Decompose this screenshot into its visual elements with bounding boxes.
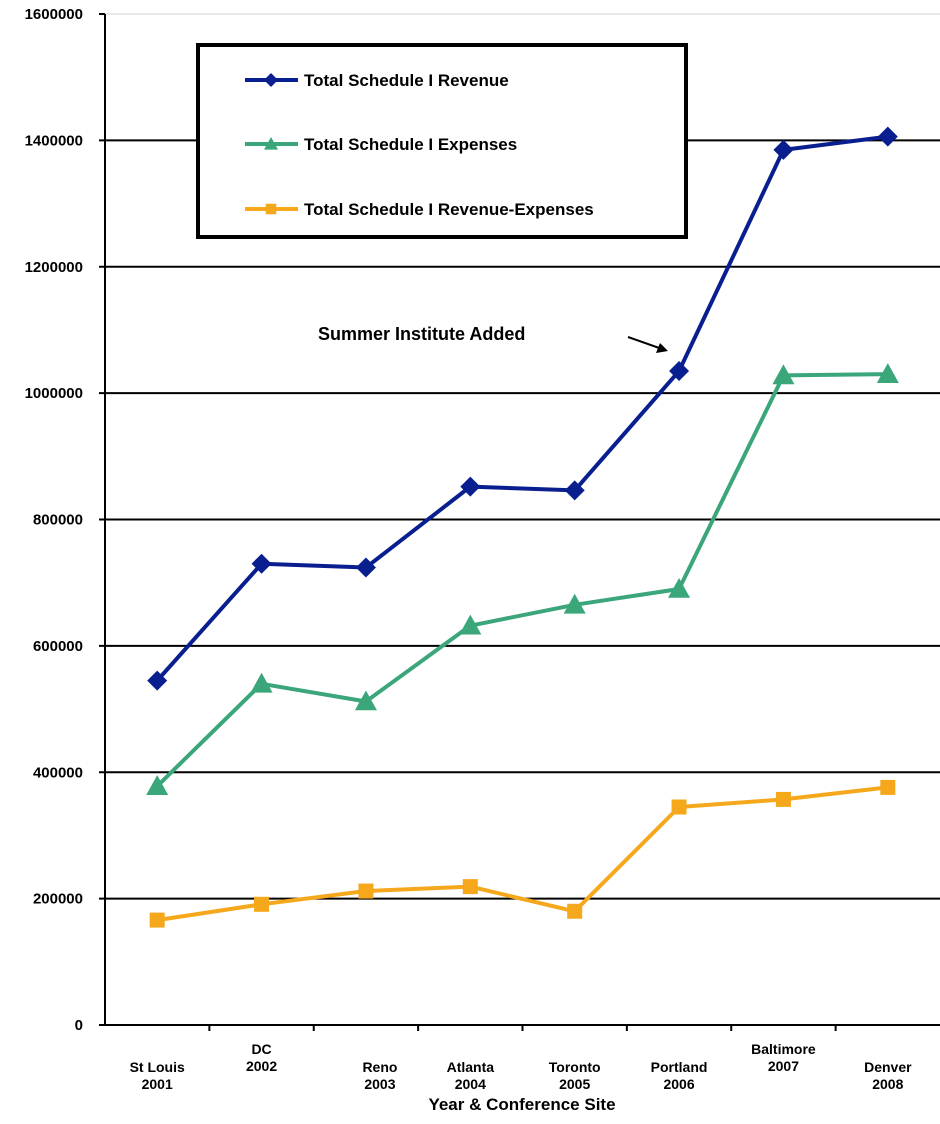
- series-3-point: [462, 879, 478, 895]
- series-3-point: [358, 883, 374, 899]
- legend-label-3: Total Schedule I Revenue-Expenses: [304, 200, 594, 219]
- series-2-point: [772, 364, 795, 385]
- y-tick-label: 200000: [33, 891, 83, 908]
- series-1-point: [564, 480, 585, 501]
- axis-labels: 0 200000 400000 600000 800000 1000000 1200000 1…: [25, 6, 913, 1092]
- legend-box: [196, 43, 688, 239]
- series-3-point: [880, 779, 896, 795]
- series-3-point: [567, 903, 583, 919]
- series-1-point: [147, 670, 168, 691]
- legend-label-2: Total Schedule I Expenses: [304, 135, 517, 154]
- legend-marker-1: [264, 73, 278, 87]
- series-3-point: [775, 791, 791, 807]
- x-category-label: St Louis 2001: [130, 1059, 185, 1092]
- y-tick-label: 1600000: [25, 6, 83, 23]
- series-lines: [155, 134, 889, 923]
- x-category-label: Toronto 2005: [549, 1059, 601, 1092]
- series-2-point: [563, 593, 586, 614]
- series-line-3: [156, 785, 889, 923]
- y-tick-label: 1200000: [25, 259, 83, 276]
- annotation-arrow-head: [656, 343, 668, 353]
- series-3-point: [671, 799, 687, 815]
- y-tick-label: 800000: [33, 512, 83, 529]
- annotation-arrow-line: [627, 336, 663, 350]
- annotation-text: Summer Institute Added: [318, 324, 525, 344]
- legend-marker-2: [264, 137, 278, 150]
- legend-label-1: Total Schedule I Revenue: [304, 71, 509, 90]
- y-tick-label: 0: [75, 1017, 83, 1034]
- series-line-2: [155, 372, 888, 788]
- series-2-point: [459, 614, 482, 635]
- series-1-point: [773, 139, 794, 160]
- axes: [99, 13, 940, 1031]
- legend-marker-3: [265, 203, 277, 215]
- series-2-point: [146, 775, 169, 795]
- series-markers: [146, 126, 899, 928]
- series-3-point: [149, 912, 165, 928]
- x-category-label: Atlanta 2004: [447, 1059, 495, 1092]
- series-1-point: [355, 557, 376, 578]
- series-2-point: [354, 690, 377, 711]
- x-category-label: Denver 2008: [864, 1059, 912, 1092]
- series-1-point: [460, 476, 481, 497]
- annotation: Summer Institute Added: [318, 324, 668, 353]
- x-axis-title: Year & Conference Site: [428, 1095, 615, 1114]
- y-tick-label: 400000: [33, 764, 83, 781]
- y-tick-label: 1000000: [25, 385, 83, 402]
- series-1-point: [251, 553, 272, 574]
- x-category-label: Baltimore 2007: [751, 1041, 816, 1074]
- series-1-point: [669, 361, 690, 382]
- series-2-point: [876, 363, 899, 383]
- x-category-label: Reno 2003: [362, 1059, 397, 1092]
- y-tick-label: 1400000: [25, 132, 83, 149]
- series-2-point: [250, 672, 273, 693]
- series-3-point: [254, 896, 270, 912]
- legend: Total Schedule I Revenue Total Schedule I…: [196, 43, 688, 239]
- series-1-point: [877, 126, 898, 147]
- series-line-1: [155, 134, 889, 682]
- x-category-label: DC 2002: [246, 1041, 277, 1074]
- y-tick-label: 600000: [33, 638, 83, 655]
- series-2-point: [668, 578, 691, 598]
- x-category-label: Portland 2006: [651, 1059, 708, 1092]
